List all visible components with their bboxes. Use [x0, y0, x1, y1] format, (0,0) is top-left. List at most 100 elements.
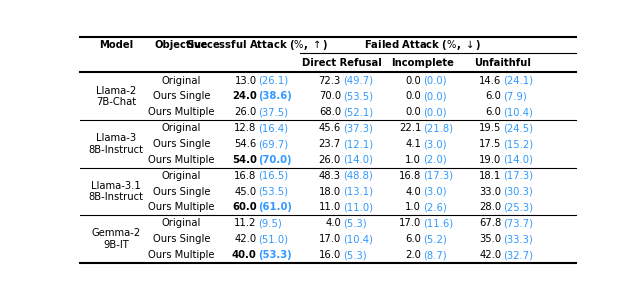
- Text: Ours Multiple: Ours Multiple: [148, 155, 215, 165]
- Text: 18.0: 18.0: [319, 187, 341, 197]
- Text: (30.3): (30.3): [504, 187, 533, 197]
- Text: 0.0: 0.0: [406, 92, 421, 101]
- Text: (16.5): (16.5): [259, 171, 289, 181]
- Text: Failed Attack ($\%$, $\downarrow$): Failed Attack ($\%$, $\downarrow$): [364, 38, 481, 52]
- Text: (2.0): (2.0): [423, 155, 447, 165]
- Text: (49.7): (49.7): [343, 76, 373, 86]
- Text: Ours Single: Ours Single: [153, 187, 211, 197]
- Text: (0.0): (0.0): [423, 76, 447, 86]
- Text: (10.4): (10.4): [343, 234, 372, 244]
- Text: (10.4): (10.4): [504, 107, 534, 117]
- Text: Gemma-2
9B-IT: Gemma-2 9B-IT: [92, 228, 141, 250]
- Text: 1.0: 1.0: [405, 155, 421, 165]
- Text: (69.7): (69.7): [259, 139, 289, 149]
- Text: 4.0: 4.0: [325, 218, 341, 228]
- Text: (25.3): (25.3): [504, 202, 534, 213]
- Text: (5.2): (5.2): [423, 234, 447, 244]
- Text: 72.3: 72.3: [319, 76, 341, 86]
- Text: 2.0: 2.0: [405, 250, 421, 260]
- Text: (70.0): (70.0): [259, 155, 292, 165]
- Text: 54.0: 54.0: [232, 155, 257, 165]
- Text: 54.6: 54.6: [234, 139, 257, 149]
- Text: Ours Multiple: Ours Multiple: [148, 107, 215, 117]
- Text: 26.0: 26.0: [319, 155, 341, 165]
- Text: 42.0: 42.0: [479, 250, 502, 260]
- Text: (24.1): (24.1): [504, 76, 534, 86]
- Text: 13.0: 13.0: [234, 76, 257, 86]
- Text: 12.8: 12.8: [234, 123, 257, 133]
- Text: (11.6): (11.6): [423, 218, 453, 228]
- Text: (26.1): (26.1): [259, 76, 289, 86]
- Text: 60.0: 60.0: [232, 202, 257, 213]
- Text: 19.5: 19.5: [479, 123, 502, 133]
- Text: 24.0: 24.0: [232, 92, 257, 101]
- Text: 1.0: 1.0: [405, 202, 421, 213]
- Text: 18.1: 18.1: [479, 171, 502, 181]
- Text: 14.6: 14.6: [479, 76, 502, 86]
- Text: Incomplete: Incomplete: [391, 58, 454, 68]
- Text: (8.7): (8.7): [423, 250, 447, 260]
- Text: 45.0: 45.0: [234, 187, 257, 197]
- Text: 4.0: 4.0: [406, 187, 421, 197]
- Text: (24.5): (24.5): [504, 123, 534, 133]
- Text: 28.0: 28.0: [479, 202, 502, 213]
- Text: (17.3): (17.3): [423, 171, 453, 181]
- Text: (14.0): (14.0): [504, 155, 534, 165]
- Text: (5.3): (5.3): [343, 250, 367, 260]
- Text: (73.7): (73.7): [504, 218, 534, 228]
- Text: (48.8): (48.8): [343, 171, 372, 181]
- Text: Ours Single: Ours Single: [153, 234, 211, 244]
- Text: (7.9): (7.9): [504, 92, 527, 101]
- Text: (13.1): (13.1): [343, 187, 373, 197]
- Text: Model: Model: [99, 40, 133, 50]
- Text: 35.0: 35.0: [479, 234, 502, 244]
- Text: 6.0: 6.0: [405, 234, 421, 244]
- Text: 16.8: 16.8: [399, 171, 421, 181]
- Text: (33.3): (33.3): [504, 234, 533, 244]
- Text: 6.0: 6.0: [486, 107, 502, 117]
- Text: (37.3): (37.3): [343, 123, 372, 133]
- Text: Original: Original: [162, 76, 202, 86]
- Text: 40.0: 40.0: [232, 250, 257, 260]
- Text: 16.8: 16.8: [234, 171, 257, 181]
- Text: (53.5): (53.5): [259, 187, 289, 197]
- Text: Ours Single: Ours Single: [153, 92, 211, 101]
- Text: (53.5): (53.5): [343, 92, 373, 101]
- Text: (21.8): (21.8): [423, 123, 453, 133]
- Text: (51.0): (51.0): [259, 234, 289, 244]
- Text: 42.0: 42.0: [234, 234, 257, 244]
- Text: 48.3: 48.3: [319, 171, 341, 181]
- Text: Llama-3.1
8B-Instruct: Llama-3.1 8B-Instruct: [89, 181, 144, 202]
- Text: (61.0): (61.0): [259, 202, 292, 213]
- Text: (32.7): (32.7): [504, 250, 534, 260]
- Text: (2.6): (2.6): [423, 202, 447, 213]
- Text: 11.0: 11.0: [319, 202, 341, 213]
- Text: (15.2): (15.2): [504, 139, 534, 149]
- Text: 45.6: 45.6: [319, 123, 341, 133]
- Text: (12.1): (12.1): [343, 139, 373, 149]
- Text: Objective: Objective: [155, 40, 209, 50]
- Text: 0.0: 0.0: [406, 76, 421, 86]
- Text: 19.0: 19.0: [479, 155, 502, 165]
- Text: (3.0): (3.0): [423, 139, 447, 149]
- Text: 26.0: 26.0: [234, 107, 257, 117]
- Text: Unfaithful: Unfaithful: [474, 58, 531, 68]
- Text: Llama-3
8B-Instruct: Llama-3 8B-Instruct: [89, 133, 144, 155]
- Text: Direct Refusal: Direct Refusal: [302, 58, 382, 68]
- Text: 22.1: 22.1: [399, 123, 421, 133]
- Text: 23.7: 23.7: [319, 139, 341, 149]
- Text: (52.1): (52.1): [343, 107, 373, 117]
- Text: Ours Single: Ours Single: [153, 139, 211, 149]
- Text: (11.0): (11.0): [343, 202, 373, 213]
- Text: (0.0): (0.0): [423, 92, 447, 101]
- Text: 33.0: 33.0: [479, 187, 502, 197]
- Text: (38.6): (38.6): [259, 92, 292, 101]
- Text: (5.3): (5.3): [343, 218, 367, 228]
- Text: 0.0: 0.0: [406, 107, 421, 117]
- Text: (53.3): (53.3): [259, 250, 292, 260]
- Text: 70.0: 70.0: [319, 92, 341, 101]
- Text: 17.5: 17.5: [479, 139, 502, 149]
- Text: 17.0: 17.0: [319, 234, 341, 244]
- Text: Original: Original: [162, 123, 202, 133]
- Text: Ours Multiple: Ours Multiple: [148, 202, 215, 213]
